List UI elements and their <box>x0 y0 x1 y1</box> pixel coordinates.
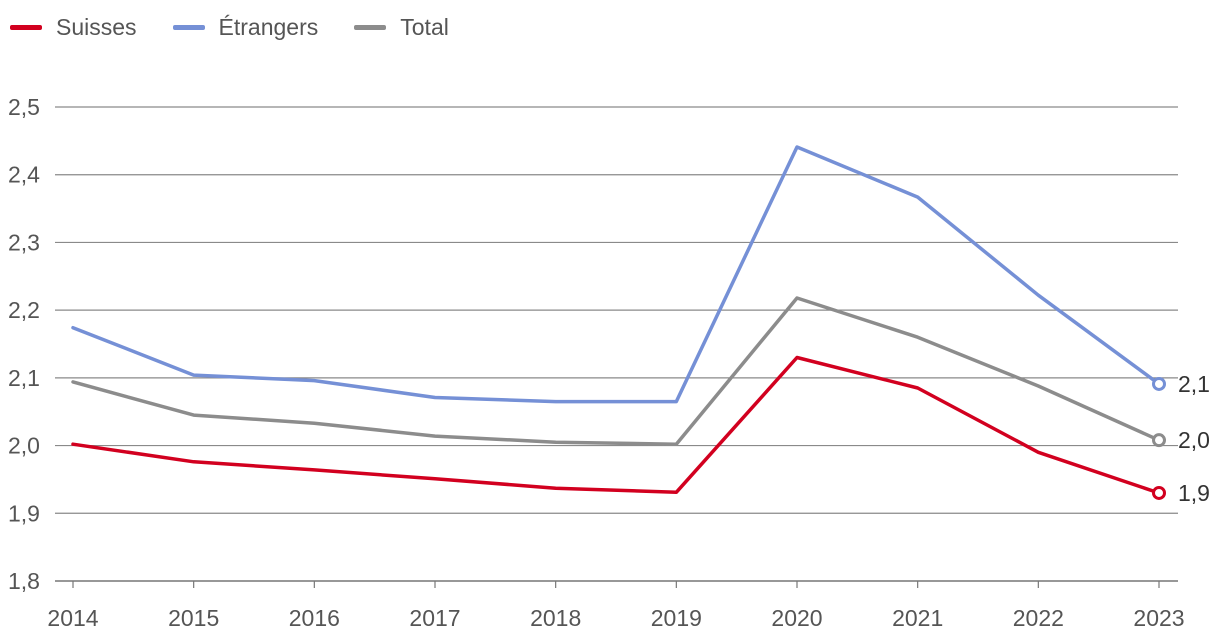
series-line-etrangers <box>71 145 1161 404</box>
legend-swatch-total <box>354 25 387 30</box>
y-tick-label: 1,9 <box>8 500 40 526</box>
legend-label-total: Total <box>400 14 449 40</box>
series-line-suisses <box>71 355 1161 495</box>
y-tick-label: 2,1 <box>8 365 40 391</box>
x-axis: 2014 2015 2016 2017 2018 2019 2020 2021 2022 2023 <box>47 581 1185 631</box>
end-marker-etrangers <box>1152 376 1166 391</box>
gridlines <box>55 106 1178 582</box>
x-tick-label: 2023 <box>1133 605 1184 631</box>
x-tick-label: 2014 <box>47 605 98 631</box>
y-tick-label: 2,0 <box>8 433 40 459</box>
legend-item-etrangers[interactable]: Étrangers <box>172 14 319 41</box>
legend-swatch-suisses <box>10 25 42 30</box>
y-tick-label: 2,3 <box>8 229 40 255</box>
end-label-suisses: 1,9 <box>1178 480 1210 506</box>
legend-item-suisses[interactable]: Suisses <box>10 14 137 41</box>
x-tick-label: 2017 <box>409 605 460 631</box>
legend-label-suisses: Suisses <box>56 14 137 40</box>
x-tick-label: 2018 <box>530 605 581 631</box>
y-tick-label: 1,8 <box>8 568 40 594</box>
legend-item-total[interactable]: Total <box>354 14 449 41</box>
x-tick-label: 2022 <box>1013 605 1064 631</box>
x-tick-label: 2015 <box>168 605 219 631</box>
legend-label-etrangers: Étrangers <box>218 14 319 40</box>
end-markers: 2,1 2,0 1,9 <box>1152 371 1210 506</box>
y-tick-label: 2,5 <box>8 94 40 120</box>
y-tick-label: 2,4 <box>8 162 40 188</box>
series-lines <box>71 145 1161 495</box>
legend-swatch-etrangers <box>172 25 205 30</box>
end-marker-suisses <box>1152 485 1166 500</box>
x-tick-label: 2016 <box>289 605 340 631</box>
x-tick-label: 2020 <box>771 605 822 631</box>
series-line-total <box>71 296 1161 446</box>
legend: Suisses Étrangers Total <box>10 14 449 41</box>
y-tick-label: 2,2 <box>8 297 40 323</box>
end-marker-total <box>1152 433 1166 448</box>
end-label-total: 2,0 <box>1178 427 1210 453</box>
x-tick-label: 2019 <box>651 605 702 631</box>
end-label-etrangers: 2,1 <box>1178 371 1210 397</box>
y-axis-ticks: 1,8 1,9 2,0 2,1 2,2 2,3 2,4 2,5 <box>8 94 40 594</box>
x-tick-label: 2021 <box>892 605 943 631</box>
